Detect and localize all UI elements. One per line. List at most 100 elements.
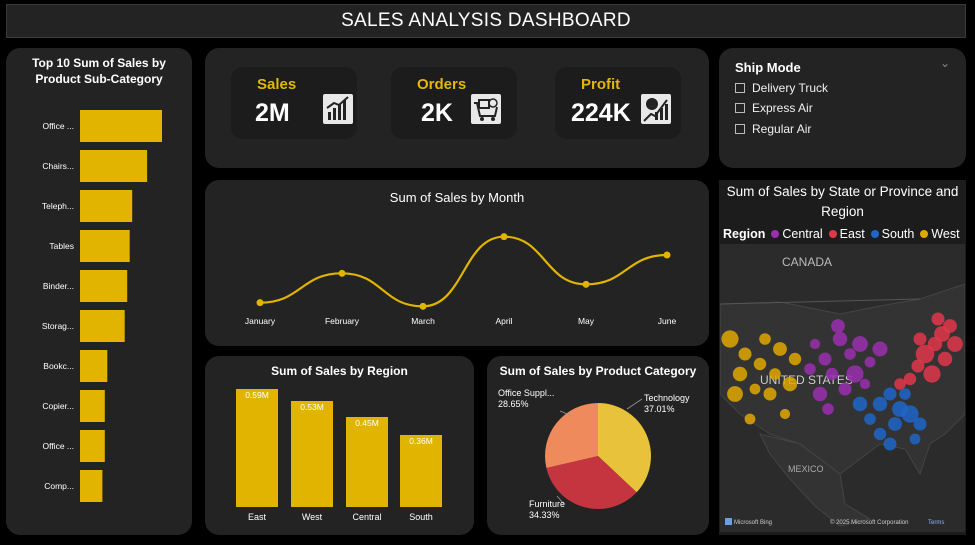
map-bubble-central[interactable] (831, 319, 845, 333)
map-bubble-south[interactable] (883, 437, 897, 451)
subcategory-bar[interactable] (80, 470, 103, 502)
map-bubble-west[interactable] (744, 413, 756, 425)
map-bubble-east[interactable] (913, 332, 927, 346)
map-bubble-west[interactable] (749, 383, 761, 395)
map-bubble-east[interactable] (915, 344, 935, 364)
map-bubble-east[interactable] (894, 378, 906, 390)
map-bubble-central[interactable] (852, 336, 868, 352)
map-bubble-central[interactable] (809, 338, 821, 350)
map-bubble-south[interactable] (872, 396, 888, 412)
pie-slice[interactable] (544, 403, 598, 469)
map-bubble-west[interactable] (727, 386, 743, 402)
map-bubble-west[interactable] (732, 366, 748, 382)
map-bubble-east[interactable] (923, 365, 941, 383)
map-bubble-east[interactable] (903, 372, 917, 386)
map-bubble-east[interactable] (943, 319, 957, 333)
monthly-point[interactable] (582, 280, 590, 288)
monthly-point[interactable] (500, 233, 508, 241)
chevron-down-icon[interactable]: ⌄ (940, 56, 951, 70)
legend-central: Central (782, 227, 823, 241)
checkbox[interactable] (735, 83, 745, 93)
subcategory-bar[interactable] (80, 190, 133, 222)
ship-mode-option-delivery-truck[interactable]: Delivery Truck (735, 81, 828, 95)
pie-slice[interactable] (546, 456, 637, 509)
legend-dot-central (771, 230, 780, 238)
subcategory-bar[interactable] (80, 350, 108, 382)
map-bubble-central[interactable] (859, 378, 871, 390)
map-bubble-south[interactable] (909, 433, 921, 445)
map-bubble-east[interactable] (931, 312, 945, 326)
map-bubble-west[interactable] (779, 408, 791, 420)
map-bubble-central[interactable] (846, 365, 864, 383)
map-bubble-south[interactable] (888, 417, 902, 431)
kpi-orders-value: 2K (421, 99, 453, 127)
monthly-series-line (259, 235, 668, 308)
map-bubble-east[interactable] (911, 359, 925, 373)
pie-category-label: Office Suppl... (498, 388, 554, 398)
map-bubble-south[interactable] (873, 427, 887, 441)
map-bubble-south[interactable] (899, 388, 911, 400)
map-label-mexico: MEXICO (788, 464, 824, 474)
map-bubble-west[interactable] (759, 333, 771, 345)
map-bubble-west[interactable] (773, 342, 787, 356)
map-canvas[interactable]: CANADA UNITED STATES MEXICO Microsoft Bi… (720, 244, 965, 532)
map-bubble-south[interactable] (913, 417, 927, 431)
monthly-point[interactable] (338, 269, 346, 277)
region-bar[interactable] (400, 435, 442, 507)
map-bubble-south[interactable] (901, 405, 919, 423)
monthly-point[interactable] (663, 251, 671, 259)
subcategory-bar[interactable] (80, 430, 105, 462)
map-bubble-west[interactable] (769, 368, 781, 380)
map-title: Sum of Sales by State or Province and Re… (726, 184, 959, 219)
map-bubble-central[interactable] (832, 331, 848, 347)
pie-leader-line (556, 495, 565, 505)
ship-mode-option-express-air[interactable]: Express Air (735, 101, 813, 115)
subcategory-bar[interactable] (80, 150, 148, 182)
map-bubble-central[interactable] (804, 363, 816, 375)
region-bar[interactable] (291, 401, 333, 507)
map-bubble-west[interactable] (763, 387, 777, 401)
checkbox[interactable] (735, 124, 745, 134)
map-bubble-central[interactable] (818, 352, 832, 366)
monthly-point[interactable] (256, 299, 264, 307)
map-bubble-central[interactable] (822, 403, 834, 415)
map-bubble-central[interactable] (838, 382, 852, 396)
map-bubble-west[interactable] (782, 376, 798, 392)
subcategory-bar[interactable] (80, 310, 125, 342)
map-bubble-central[interactable] (844, 348, 856, 360)
map-bubble-central[interactable] (864, 356, 876, 368)
map-terms-link[interactable]: Terms (928, 520, 944, 526)
region-bar[interactable] (236, 389, 278, 507)
map-bubble-west[interactable] (738, 347, 752, 361)
map-bubble-central[interactable] (812, 386, 828, 402)
pie-slice[interactable] (598, 403, 651, 493)
legend-west: West (931, 227, 960, 241)
map-bubble-west[interactable] (753, 357, 767, 371)
map-bubble-south[interactable] (883, 387, 897, 401)
subcategory-bar[interactable] (80, 270, 128, 302)
map-bubble-west[interactable] (721, 330, 739, 348)
legend-title: Region (723, 227, 766, 241)
checkbox[interactable] (735, 103, 745, 113)
region-bar[interactable] (346, 417, 388, 507)
option-label: Regular Air (752, 122, 812, 136)
map-bubble-east[interactable] (937, 351, 953, 367)
ship-mode-option-regular-air[interactable]: Regular Air (735, 122, 811, 136)
monthly-line-chart: January February March April May June (245, 233, 676, 326)
subcategory-tick-label: Office ... (43, 121, 75, 131)
monthly-point[interactable] (419, 302, 427, 310)
map-bubble-south[interactable] (852, 396, 868, 412)
map-bubble-west[interactable] (788, 352, 802, 366)
legend-dot-south (870, 230, 879, 238)
map-bubble-central[interactable] (872, 341, 888, 357)
subcategory-bar[interactable] (80, 230, 130, 262)
region-tick-label: South (409, 512, 433, 522)
map-bubble-east[interactable] (947, 336, 963, 352)
subcategory-bar[interactable] (80, 110, 162, 142)
map-bubble-central[interactable] (825, 367, 839, 381)
kpi-sales-label: Sales (257, 76, 297, 93)
map-bubble-south[interactable] (864, 413, 876, 425)
subcategory-bar[interactable] (80, 390, 105, 422)
legend-east: East (839, 227, 865, 241)
